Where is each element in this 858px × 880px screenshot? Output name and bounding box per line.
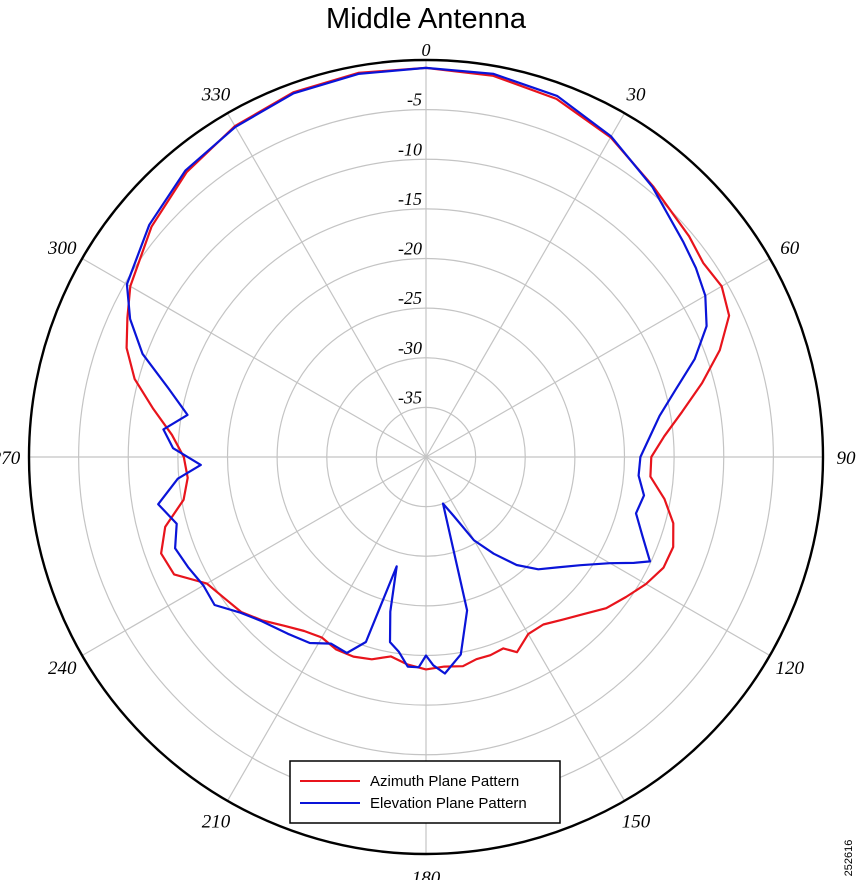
radial-tick-label: -20	[398, 239, 422, 259]
legend-label-elevation: Elevation Plane Pattern	[370, 795, 527, 812]
grid-spoke	[226, 112, 427, 458]
angle-tick-label: 210	[202, 812, 231, 833]
grid-spoke	[425, 112, 626, 458]
angle-tick-label: 30	[626, 84, 647, 105]
angle-tick-label: 330	[201, 84, 231, 105]
radial-tick-label: -35	[398, 387, 422, 407]
radial-tick-label: -15	[398, 189, 422, 209]
angle-tick-label: 270	[0, 448, 21, 469]
legend-label-azimuth: Azimuth Plane Pattern	[370, 773, 519, 790]
radial-tick-label: 0	[422, 40, 431, 60]
legend-box	[289, 760, 561, 824]
outer-ring	[27, 58, 825, 856]
angle-tick-label: 240	[48, 658, 77, 679]
angle-tick-label: 180	[412, 868, 441, 880]
radial-tick-label: -30	[398, 338, 422, 358]
polar-grid	[27, 58, 825, 856]
grid-spoke	[425, 456, 626, 802]
radial-tick-label: -10	[398, 139, 422, 159]
radial-tick-label: -5	[407, 90, 422, 110]
legend: Azimuth Plane Pattern Elevation Plane Pa…	[289, 760, 561, 824]
grid-spoke	[81, 257, 427, 458]
grid-spoke	[81, 456, 427, 657]
angle-tick-label: 60	[780, 238, 800, 259]
series-line-azimuth	[125, 66, 731, 671]
series-line-elevation	[125, 66, 708, 675]
grid-spoke	[425, 456, 771, 657]
chart-title: Middle Antenna	[326, 3, 527, 35]
angle-tick-label: 150	[622, 812, 651, 833]
radial-tick-label: -25	[398, 288, 422, 308]
series-lines	[125, 66, 731, 675]
angle-tick-label: 120	[775, 658, 804, 679]
grid-spoke	[425, 257, 771, 458]
figure-id: 252616	[843, 840, 855, 877]
axis-labels: 0 -5 -10 -15 -20 -25 -30 -35 30 60 90 120 150 180 210 2…	[0, 40, 856, 880]
angle-tick-label: 90	[837, 448, 857, 469]
angle-tick-label: 300	[47, 238, 77, 259]
grid-spoke	[226, 456, 427, 802]
